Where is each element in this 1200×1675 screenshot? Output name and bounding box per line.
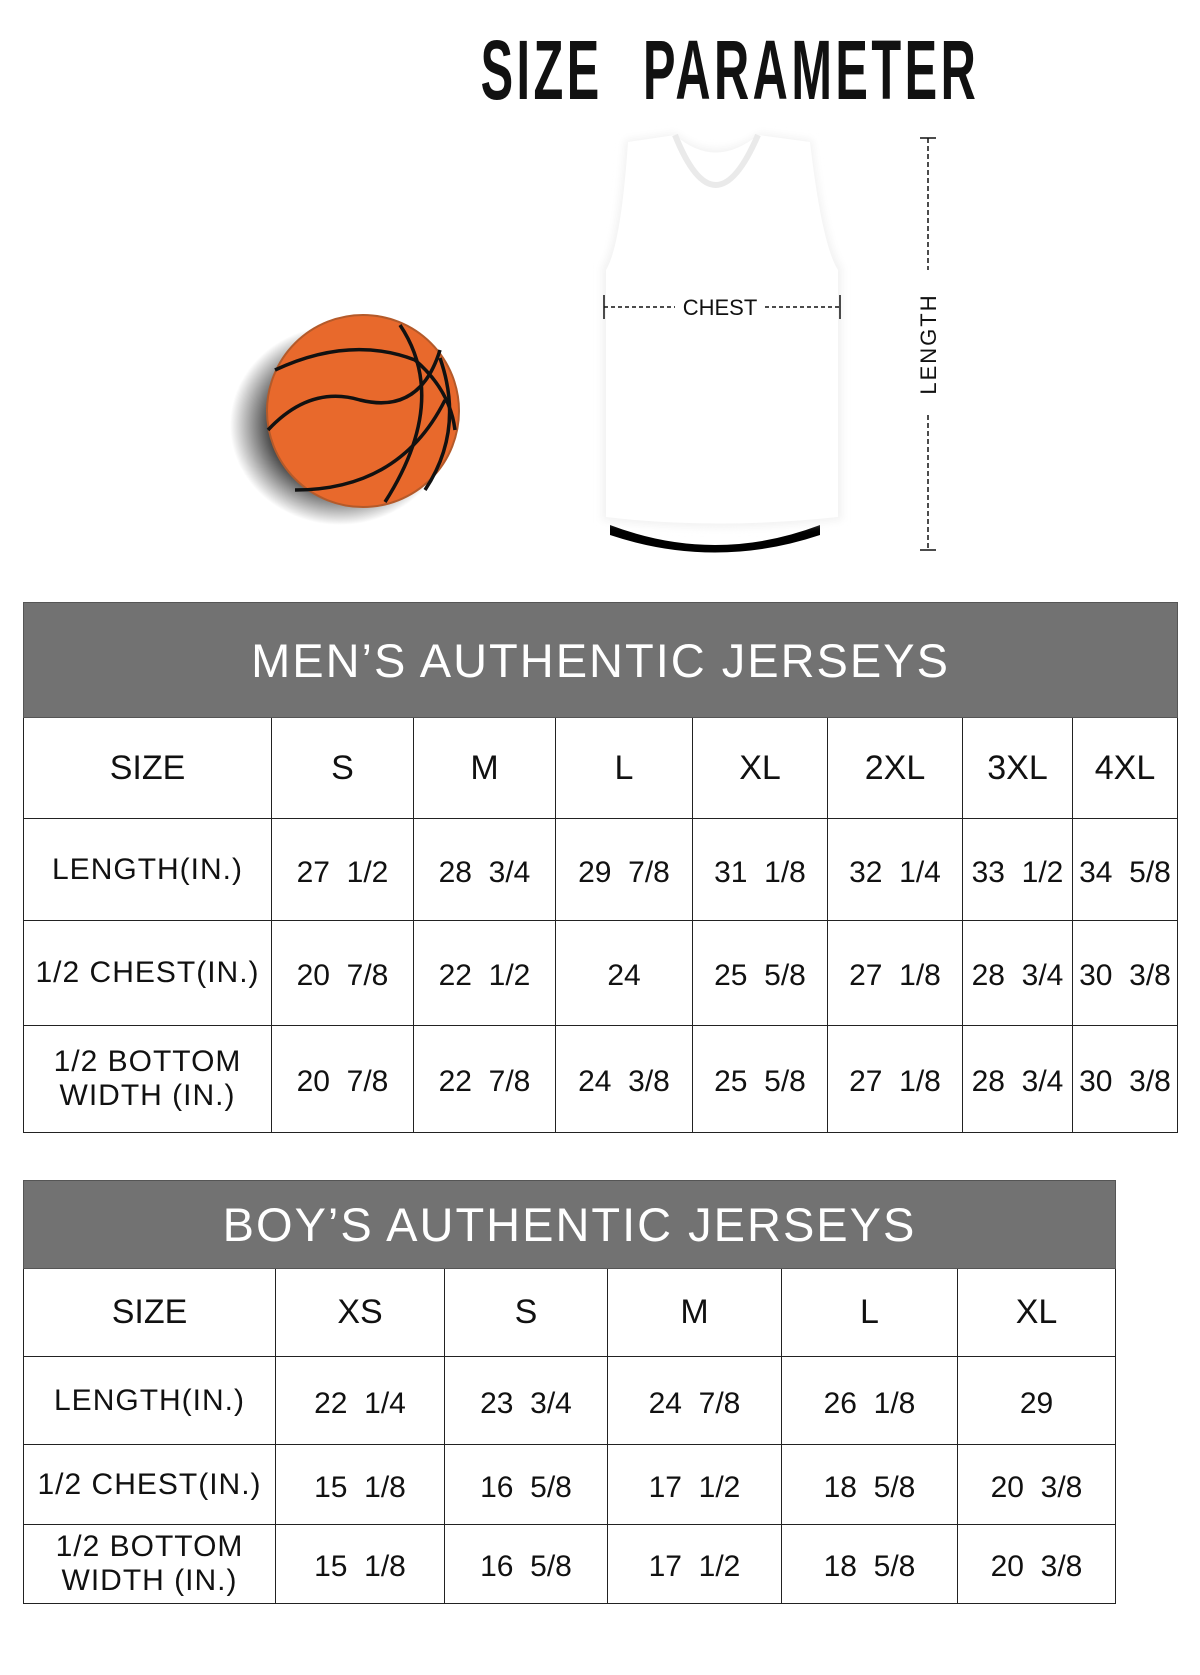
- row-label: 1/2 CHEST(IN.): [23, 920, 272, 1026]
- length-measure: LENGTH: [916, 137, 941, 551]
- table-cell: 30 3/8: [1071, 920, 1179, 1026]
- table-cell: 16 5/8: [444, 1524, 608, 1604]
- table-cell: 17 1/2: [607, 1444, 782, 1525]
- size-header: 4XL: [1071, 717, 1179, 819]
- table-cell: 25 5/8: [692, 1025, 828, 1133]
- size-label: SIZE: [23, 1268, 276, 1357]
- size-header: S: [271, 717, 414, 819]
- size-header: L: [781, 1268, 958, 1357]
- table-cell: 23 3/4: [444, 1356, 608, 1445]
- table-cell: 32 1/4: [827, 818, 963, 921]
- table-cell: 20 7/8: [271, 1025, 414, 1133]
- table-cell: 28 3/4: [962, 920, 1073, 1026]
- table-cell: 22 7/8: [413, 1025, 556, 1133]
- page-title: SIZE PARAMETER: [300, 28, 976, 112]
- size-header: 2XL: [827, 717, 963, 819]
- men-title-row: MEN’S AUTHENTIC JERSEYS: [22, 602, 1179, 718]
- table-row: 1/2 BOTTOM WIDTH (IN.) 20 7/8 22 7/8 24 3/8 2…: [23, 1025, 1179, 1133]
- table-cell: 24 3/8: [555, 1025, 693, 1133]
- table-cell: 24: [555, 920, 693, 1026]
- table-cell: 22 1/4: [275, 1356, 445, 1445]
- title-text: SIZE PARAMETER: [480, 23, 980, 117]
- men-size-row: SIZE S M L XL 2XL 3XL 4XL: [23, 717, 1179, 819]
- row-label-line: WIDTH (IN.): [61, 1564, 238, 1597]
- chest-label: CHEST: [683, 295, 758, 320]
- row-label-line: LENGTH(IN.): [52, 852, 243, 886]
- table-row: 1/2 CHEST(IN.) 20 7/8 22 1/2 24 25 5/8 27 1/8…: [23, 920, 1179, 1026]
- table-cell: 15 1/8: [275, 1444, 445, 1525]
- boys-size-table: BOY’S AUTHENTIC JERSEYS SIZE XS S M L XL LENGTH…: [22, 1180, 1117, 1604]
- row-label: 1/2 CHEST(IN.): [23, 1444, 276, 1525]
- row-label: LENGTH(IN.): [23, 818, 272, 921]
- size-header: 3XL: [962, 717, 1073, 819]
- table-cell: 22 1/2: [413, 920, 556, 1026]
- size-header: XL: [956, 1268, 1117, 1357]
- table-cell: 34 5/8: [1071, 818, 1179, 921]
- table-cell: 29 7/8: [555, 818, 693, 921]
- table-cell: 17 1/2: [607, 1524, 782, 1604]
- table-cell: 15 1/8: [275, 1524, 445, 1604]
- row-label-line: WIDTH (IN.): [59, 1079, 236, 1112]
- table-cell: 18 5/8: [781, 1524, 958, 1604]
- table-cell: 18 5/8: [781, 1444, 958, 1525]
- row-label: 1/2 BOTTOM WIDTH (IN.): [23, 1025, 272, 1133]
- table-cell: 20 7/8: [271, 920, 414, 1026]
- boy-title-row: BOY’S AUTHENTIC JERSEYS: [22, 1180, 1117, 1269]
- table-cell: 29: [956, 1356, 1117, 1445]
- row-label-line: LENGTH(IN.): [54, 1383, 245, 1417]
- size-header: XL: [692, 717, 828, 819]
- size-header: M: [413, 717, 556, 819]
- boy-table-title: BOY’S AUTHENTIC JERSEYS: [22, 1180, 1117, 1269]
- row-label: LENGTH(IN.): [23, 1356, 276, 1445]
- size-header: XS: [275, 1268, 445, 1357]
- basketball-icon: [230, 314, 460, 525]
- table-cell: 24 7/8: [607, 1356, 782, 1445]
- size-header: S: [444, 1268, 608, 1357]
- table-row: 1/2 BOTTOM WIDTH (IN.) 15 1/8 16 5/8 17 1/2 1…: [23, 1524, 1117, 1604]
- row-label-line: 1/2 CHEST(IN.): [35, 956, 260, 989]
- size-header: M: [607, 1268, 782, 1357]
- jersey-diagram: CHEST: [602, 133, 842, 553]
- table-cell: 16 5/8: [444, 1444, 608, 1525]
- table-cell: 28 3/4: [413, 818, 556, 921]
- row-label-line: 1/2 CHEST(IN.): [37, 1467, 262, 1501]
- length-label: LENGTH: [916, 293, 941, 394]
- table-cell: 28 3/4: [962, 1025, 1073, 1133]
- table-cell: 27 1/8: [827, 920, 963, 1026]
- table-cell: 20 3/8: [956, 1444, 1117, 1525]
- table-row: 1/2 CHEST(IN.) 15 1/8 16 5/8 17 1/2 18 5/8 20…: [23, 1444, 1117, 1525]
- table-cell: 30 3/8: [1071, 1025, 1179, 1133]
- row-label-line: 1/2 BOTTOM: [53, 1045, 242, 1078]
- table-row: LENGTH(IN.) 27 1/2 28 3/4 29 7/8 31 1/8 32 1/…: [23, 818, 1179, 921]
- table-cell: 27 1/2: [271, 818, 414, 921]
- table-cell: 26 1/8: [781, 1356, 958, 1445]
- size-header: L: [555, 717, 693, 819]
- table-row: LENGTH(IN.) 22 1/4 23 3/4 24 7/8 26 1/8 29: [23, 1356, 1117, 1445]
- row-label: 1/2 BOTTOM WIDTH (IN.): [23, 1524, 276, 1604]
- size-label: SIZE: [23, 717, 272, 819]
- table-cell: 27 1/8: [827, 1025, 963, 1133]
- men-table-title: MEN’S AUTHENTIC JERSEYS: [22, 602, 1179, 718]
- boy-size-row: SIZE XS S M L XL: [23, 1268, 1117, 1357]
- table-cell: 25 5/8: [692, 920, 828, 1026]
- row-label-line: 1/2 BOTTOM: [55, 1530, 244, 1563]
- table-cell: 33 1/2: [962, 818, 1073, 921]
- table-cell: 31 1/8: [692, 818, 828, 921]
- mens-size-table: MEN’S AUTHENTIC JERSEYS SIZE S M L XL 2XL 3XL 4X…: [22, 602, 1179, 1133]
- table-cell: 20 3/8: [956, 1524, 1117, 1604]
